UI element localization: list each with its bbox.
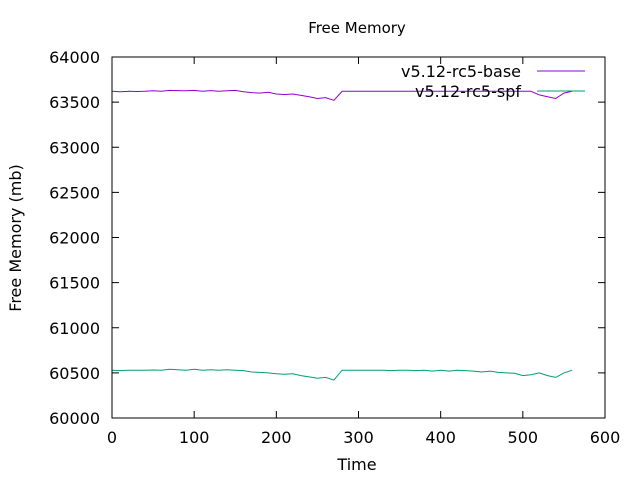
y-tick-label: 60500 xyxy=(49,364,100,383)
y-tick-label: 61000 xyxy=(49,319,100,338)
x-tick-label: 400 xyxy=(425,428,456,447)
y-tick-label: 64000 xyxy=(49,48,100,67)
y-axis-label: Free Memory (mb) xyxy=(6,164,25,311)
y-tick-label: 60000 xyxy=(49,409,100,428)
y-tick-label: 61500 xyxy=(49,274,100,293)
series-line-v5.12-rc5-base xyxy=(111,89,573,101)
x-tick-label: 0 xyxy=(107,428,117,447)
legend-label: v5.12-rc5-spf xyxy=(415,82,521,101)
plot-series xyxy=(111,89,573,381)
x-tick-label: 100 xyxy=(179,428,210,447)
y-tick-label: 63500 xyxy=(49,93,100,112)
series-line-v5.12-rc5-spf xyxy=(111,368,573,381)
x-axis-label: Time xyxy=(336,455,376,474)
x-tick-label: 500 xyxy=(508,428,539,447)
y-tick-label: 62500 xyxy=(49,183,100,202)
chart-title: Free Memory xyxy=(308,19,406,37)
x-tick-label: 600 xyxy=(590,428,621,447)
x-tick-label: 200 xyxy=(261,428,292,447)
plot-frame xyxy=(111,56,606,419)
x-tick-label: 300 xyxy=(343,428,374,447)
axis-ticks: 0 100 200 300 400 500 600 60000 60500 61000 61500 6… xyxy=(49,48,620,447)
y-tick-label: 63000 xyxy=(49,138,100,157)
y-tick-label: 62000 xyxy=(49,229,100,248)
legend-label: v5.12-rc5-base xyxy=(401,62,521,81)
